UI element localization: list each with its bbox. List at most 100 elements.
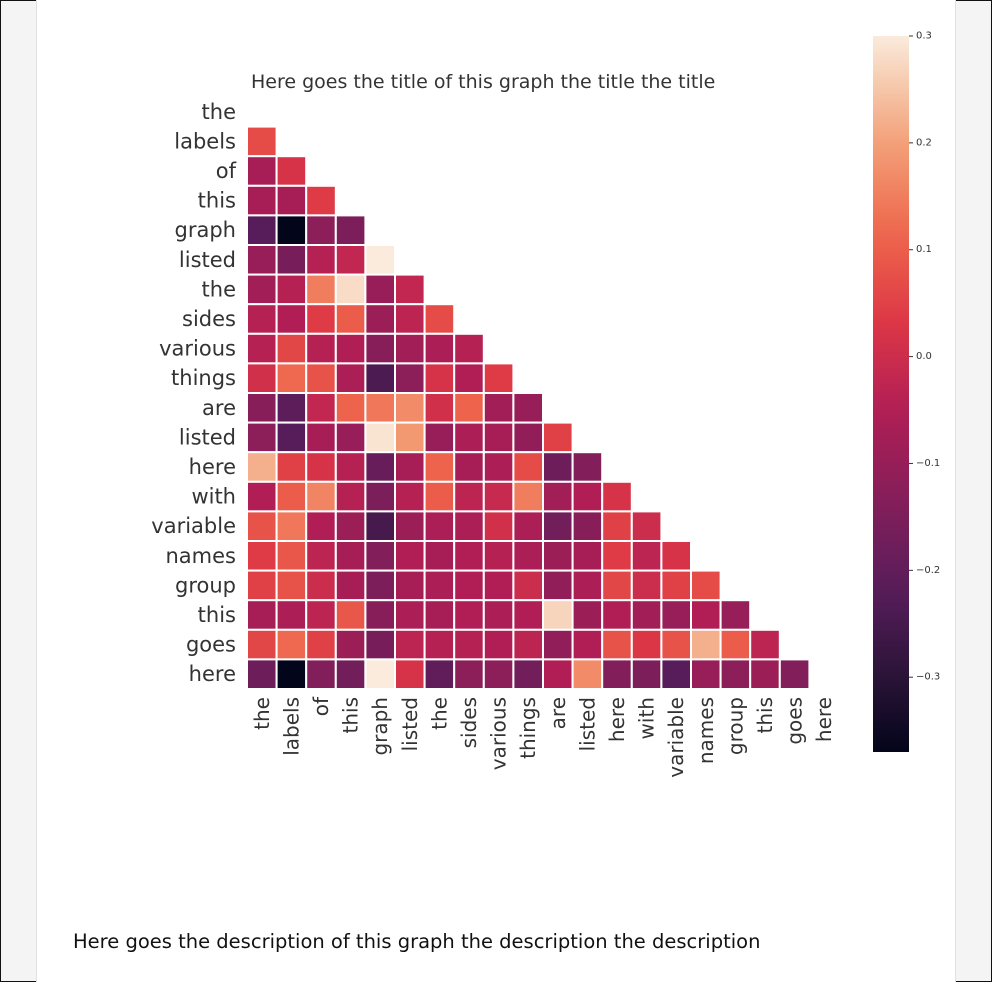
heatmap-cell	[246, 421, 278, 454]
heatmap-cell	[305, 421, 337, 454]
heatmap-cell	[246, 125, 278, 158]
heatmap-cell	[423, 362, 456, 394]
heatmap-cell	[275, 303, 308, 335]
heatmap-cell	[275, 273, 308, 306]
colorbar-tick-label: −0.3	[916, 672, 940, 683]
heatmap-cell	[334, 451, 367, 483]
heatmap-cell	[423, 303, 456, 335]
heatmap-cell	[334, 480, 367, 513]
colorbar-tick-label: 0.1	[916, 244, 932, 255]
heatmap-cell	[719, 628, 752, 661]
y-tick-label: here	[189, 662, 236, 686]
y-tick-label: with	[191, 485, 236, 509]
x-tick-label: this	[339, 697, 363, 734]
heatmap-cell	[275, 451, 308, 483]
heatmap-cell	[275, 510, 308, 542]
y-tick-label: the	[202, 100, 236, 124]
heatmap-cell	[275, 332, 308, 365]
heatmap-cell	[275, 214, 308, 246]
heatmap-cell	[453, 510, 485, 542]
heatmap-cell	[305, 628, 337, 661]
heatmap-cell	[246, 303, 278, 335]
heatmap-cell	[246, 332, 278, 365]
heatmap-cell	[423, 628, 456, 661]
y-tick-label: names	[166, 544, 237, 568]
chart-description: Here goes the description of this graph …	[73, 930, 761, 953]
x-tick-label: this	[753, 697, 777, 734]
heatmap-cell	[512, 658, 545, 691]
heatmap-cell	[246, 569, 278, 602]
heatmap-cell	[571, 628, 604, 661]
heatmap-cell	[364, 303, 396, 335]
heatmap-cell	[275, 244, 308, 276]
x-tick-label: here	[812, 697, 836, 742]
heatmap-cell	[512, 628, 545, 661]
heatmap-cell	[542, 569, 574, 602]
x-tick-label: goes	[783, 697, 807, 745]
heatmap-cell	[364, 628, 396, 661]
heatmap-cell	[305, 332, 337, 365]
heatmap-cell	[601, 480, 633, 513]
heatmap-cell	[305, 540, 337, 572]
heatmap-cell	[542, 480, 574, 513]
heatmap-cell	[334, 392, 367, 424]
heatmap-cell	[246, 540, 278, 572]
heatmap-cell	[305, 392, 337, 424]
heatmap-cell	[423, 510, 456, 542]
heatmap-cell	[571, 540, 604, 572]
colorbar-ticks: 0.3 0.2 0.1 0.0 −0.1 −0.2 −0.3	[909, 31, 940, 683]
x-tick-label: the	[250, 697, 274, 730]
heatmap-cell	[394, 273, 426, 306]
heatmap-cell	[512, 569, 545, 602]
heatmap-cell	[364, 658, 396, 691]
heatmap-cell	[482, 362, 515, 394]
heatmap-cell	[246, 451, 278, 483]
heatmap-cell	[334, 421, 367, 454]
heatmap-cell	[423, 392, 456, 424]
colorbar-tick-label: 0.0	[916, 351, 932, 362]
heatmap-cell	[305, 451, 337, 483]
heatmap-cell	[394, 421, 426, 454]
x-tick-label: are	[546, 697, 570, 729]
heatmap-cell	[275, 184, 308, 217]
heatmap-cell	[482, 480, 515, 513]
heatmap-cell	[305, 184, 337, 217]
heatmap-cell	[334, 540, 367, 572]
heatmap-cell	[423, 451, 456, 483]
heatmap-cell	[690, 569, 722, 602]
heatmap-cell	[246, 362, 278, 394]
heatmap-cell	[394, 540, 426, 572]
heatmap-cell	[601, 628, 633, 661]
heatmap-cell	[482, 599, 515, 631]
heatmap-cell	[601, 599, 633, 631]
y-tick-label: the	[202, 277, 236, 301]
x-tick-label: various	[487, 697, 511, 770]
heatmap-cell	[275, 362, 308, 394]
heatmap-cell	[275, 540, 308, 572]
heatmap-cell	[512, 540, 545, 572]
heatmap-cell	[482, 421, 515, 454]
heatmap-cell	[749, 658, 781, 691]
x-tick-label: listed	[398, 697, 422, 751]
heatmap-cell	[305, 658, 337, 691]
heatmap-cell	[660, 628, 693, 661]
heatmap-cell	[482, 658, 515, 691]
heatmap-cell	[305, 244, 337, 276]
heatmap-cells	[246, 125, 811, 691]
heatmap-cell	[423, 480, 456, 513]
y-tick-label: here	[189, 455, 236, 479]
heatmap-cell	[630, 599, 663, 631]
heatmap-cell	[512, 510, 545, 542]
heatmap-cell	[364, 540, 396, 572]
y-tick-label: this	[198, 189, 236, 213]
heatmap-cell	[275, 658, 308, 691]
heatmap-cell	[690, 628, 722, 661]
heatmap-cell	[660, 540, 693, 572]
heatmap-cell	[394, 658, 426, 691]
heatmap-cell	[305, 214, 337, 246]
heatmap-cell	[690, 599, 722, 631]
y-tick-label: labels	[174, 129, 236, 153]
heatmap-cell	[246, 510, 278, 542]
heatmap-cell	[453, 658, 485, 691]
y-tick-label: things	[171, 366, 236, 390]
